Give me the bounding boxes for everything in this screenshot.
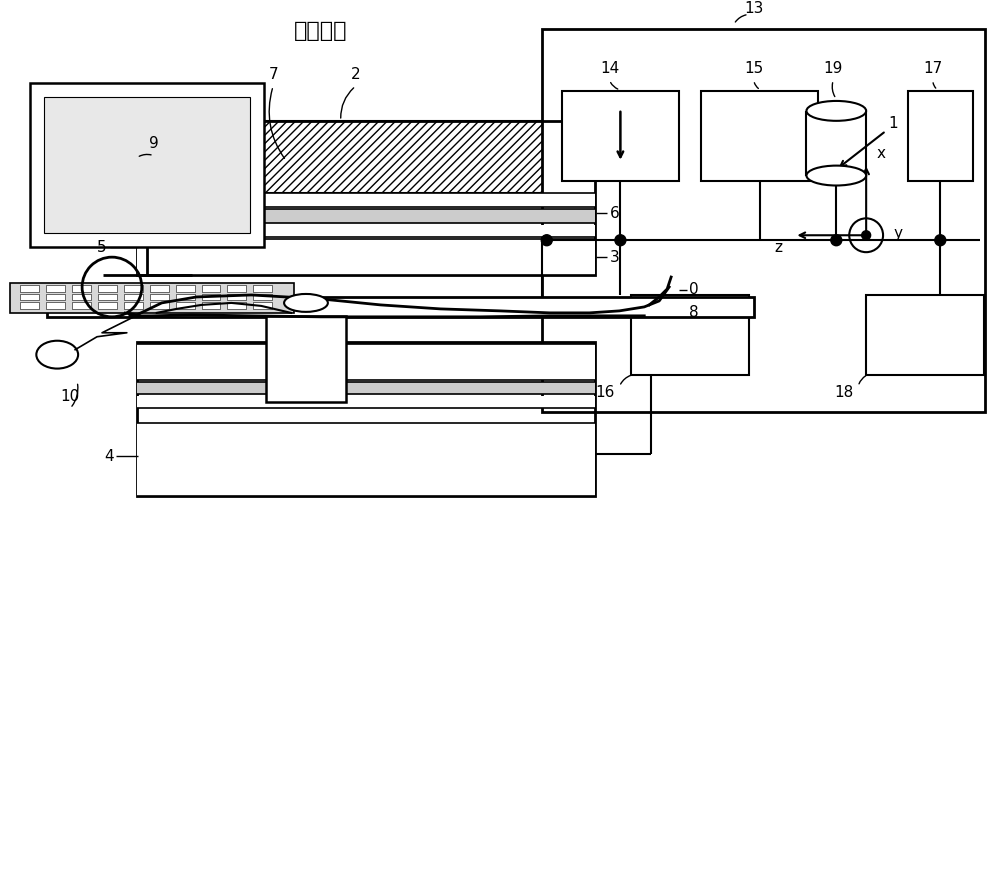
Text: 9: 9 xyxy=(149,136,159,151)
Bar xyxy=(137,344,595,379)
Bar xyxy=(150,303,169,309)
Bar xyxy=(124,285,143,292)
Circle shape xyxy=(831,235,842,246)
Text: x: x xyxy=(877,146,886,161)
Bar xyxy=(202,294,220,301)
Bar xyxy=(562,91,679,181)
Bar xyxy=(20,285,39,292)
Bar xyxy=(908,91,973,181)
Bar xyxy=(98,294,117,301)
Bar xyxy=(176,294,195,301)
Bar xyxy=(98,303,117,309)
Bar xyxy=(137,239,595,275)
Bar xyxy=(150,285,169,292)
Bar xyxy=(124,294,143,301)
Bar xyxy=(806,111,866,176)
Text: 3: 3 xyxy=(609,250,619,265)
Bar xyxy=(137,209,595,223)
Text: 14: 14 xyxy=(600,61,619,76)
Bar xyxy=(253,303,272,309)
Text: 2: 2 xyxy=(351,66,361,81)
Ellipse shape xyxy=(806,101,866,121)
Bar xyxy=(72,294,91,301)
Text: 10: 10 xyxy=(61,389,80,404)
Bar xyxy=(137,121,595,275)
Text: 7: 7 xyxy=(268,66,278,81)
Bar xyxy=(137,121,595,193)
Bar xyxy=(46,303,65,309)
Circle shape xyxy=(862,231,871,240)
Text: 6: 6 xyxy=(609,206,619,220)
Text: z: z xyxy=(775,240,783,255)
Bar xyxy=(46,294,65,301)
Text: 5: 5 xyxy=(97,240,107,255)
Circle shape xyxy=(615,235,626,246)
Ellipse shape xyxy=(284,294,328,312)
Bar xyxy=(44,97,250,233)
Bar xyxy=(253,294,272,301)
Text: 16: 16 xyxy=(595,385,614,400)
Bar xyxy=(227,294,246,301)
Bar xyxy=(72,303,91,309)
Bar xyxy=(47,297,754,317)
Text: 18: 18 xyxy=(834,385,853,400)
Text: 4: 4 xyxy=(104,449,114,464)
Bar xyxy=(202,303,220,309)
Text: 1: 1 xyxy=(888,116,898,131)
Bar xyxy=(866,295,984,375)
Bar xyxy=(137,193,595,207)
Bar xyxy=(72,285,91,292)
Bar xyxy=(176,285,195,292)
Bar xyxy=(202,285,220,292)
Text: 13: 13 xyxy=(744,1,763,16)
Text: 17: 17 xyxy=(923,61,942,76)
Bar xyxy=(253,285,272,292)
Bar xyxy=(266,316,346,402)
Bar xyxy=(150,294,169,301)
Text: 0: 0 xyxy=(689,282,699,297)
Bar xyxy=(46,285,65,292)
Text: 现有技术: 现有技术 xyxy=(294,21,348,41)
Bar xyxy=(30,83,264,247)
Circle shape xyxy=(541,235,552,246)
Circle shape xyxy=(935,235,946,246)
Text: 15: 15 xyxy=(744,61,763,76)
Ellipse shape xyxy=(806,166,866,185)
Bar xyxy=(227,285,246,292)
Ellipse shape xyxy=(36,340,78,369)
Bar xyxy=(137,225,595,237)
Bar xyxy=(542,29,985,413)
Bar xyxy=(137,423,595,496)
Bar xyxy=(124,303,143,309)
Bar xyxy=(137,382,595,394)
Bar xyxy=(227,303,246,309)
Bar xyxy=(20,294,39,301)
Bar xyxy=(137,341,595,496)
Text: 19: 19 xyxy=(824,61,843,76)
Bar xyxy=(137,396,595,408)
Text: 8: 8 xyxy=(689,305,699,320)
Bar xyxy=(701,91,818,181)
Bar xyxy=(10,283,294,313)
Bar xyxy=(631,295,749,375)
Text: y: y xyxy=(893,226,902,241)
Bar xyxy=(20,303,39,309)
Bar xyxy=(176,303,195,309)
Bar xyxy=(98,285,117,292)
